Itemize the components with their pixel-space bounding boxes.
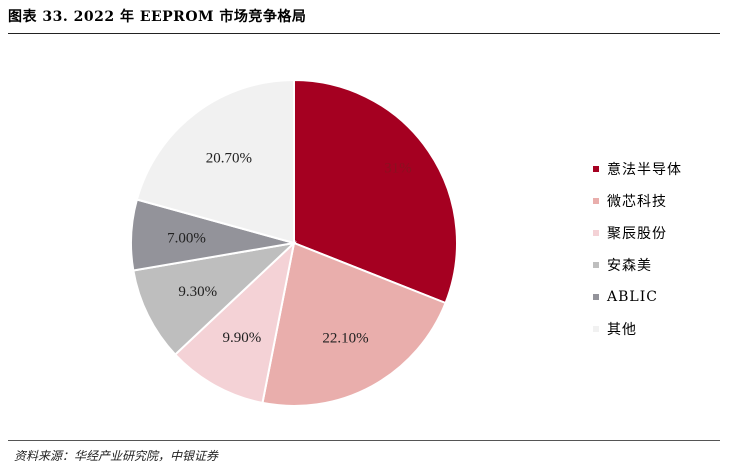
slice-label: 9.90%	[223, 330, 262, 346]
legend-label: ABLIC	[607, 289, 658, 305]
pie-chart: 31% 22.10% 9.90% 9.30% 7.00% 20.70%	[130, 78, 458, 407]
slice-label: 22.10%	[322, 330, 368, 346]
chart-title: 图表 33. 2022 年 EEPROM 市场竞争格局	[8, 9, 307, 25]
pie-slice	[173, 240, 296, 405]
pie-slice	[293, 78, 458, 305]
legend-swatch	[593, 166, 599, 172]
legend-swatch	[593, 198, 599, 204]
legend-item: 其他	[593, 313, 682, 345]
pie-slice	[135, 78, 295, 245]
legend-label: 聚辰股份	[607, 226, 667, 242]
legend-item: ABLIC	[593, 281, 682, 313]
slice-label: 9.30%	[178, 284, 217, 300]
legend-label: 其他	[607, 322, 637, 338]
slice-label: 7.00%	[167, 231, 206, 247]
slice-label: 20.70%	[206, 150, 252, 166]
source-note: 资料来源：华经产业研究院，中银证券	[14, 449, 219, 463]
legend-label: 微芯科技	[607, 194, 667, 210]
legend: 意法半导体 微芯科技 聚辰股份 安森美 ABLIC 其他	[593, 153, 682, 345]
legend-label: 安森美	[607, 258, 652, 274]
legend-item: 微芯科技	[593, 185, 682, 217]
legend-swatch	[593, 262, 599, 268]
legend-swatch	[593, 230, 599, 236]
legend-item: 意法半导体	[593, 153, 682, 185]
legend-swatch	[593, 294, 599, 300]
bottom-rule	[8, 440, 720, 441]
legend-item: 聚辰股份	[593, 217, 682, 249]
pie-slice	[132, 241, 298, 356]
pie-slice	[261, 241, 447, 407]
legend-swatch	[593, 326, 599, 332]
top-rule	[8, 33, 720, 34]
legend-item: 安森美	[593, 249, 682, 281]
slice-label: 31%	[384, 161, 412, 177]
legend-label: 意法半导体	[607, 162, 682, 178]
